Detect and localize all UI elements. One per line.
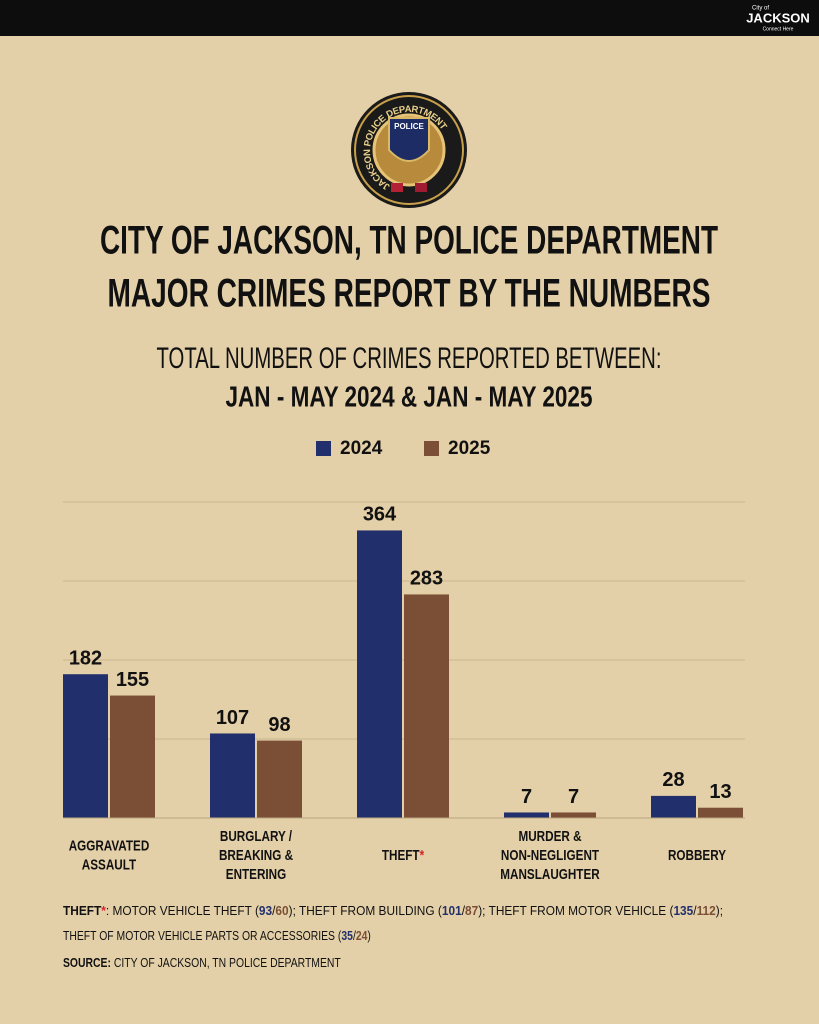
footnote-value: 101 [442,903,462,918]
footnote-value: 87 [465,903,478,918]
value-label: 98 [268,714,290,736]
x-tick-label: MURDER & [518,828,581,845]
footnote-item: MOTOR VEHICLE THEFT [112,903,251,918]
subtitle-line: TOTAL NUMBER OF CRIMES REPORTED BETWEEN: [157,342,662,375]
footnote-item: THEFT FROM MOTOR VEHICLE [489,903,667,918]
footnote-line: THEFT OF MOTOR VEHICLE PARTS OR ACCESSOR… [63,928,371,943]
punct: ( [252,903,260,918]
value-label: 107 [216,707,249,729]
x-tick-label: ENTERING [226,866,286,883]
footnote-value: 135 [673,903,693,918]
badge-shield [388,117,430,162]
logo-tagline: Connect Here [763,26,794,32]
chart: 2024 2025 182 155 AGGRAVATED ASSAULT 107 98 BURG… [63,438,745,883]
footnote-value: 24 [356,928,368,943]
punct: / [272,903,276,918]
legend-swatch [316,441,331,456]
value-label: 155 [116,669,149,691]
subtitle-line: JAN - MAY 2024 & JAN - MAY 2025 [226,382,593,414]
footnote-marker: * [420,847,425,864]
top-bar [0,0,819,36]
footnote-item: THEFT OF MOTOR VEHICLE PARTS OR ACCESSOR… [63,928,335,943]
bar [110,695,155,818]
footnote-line: THEFT*: MOTOR VEHICLE THEFT (93/60); THE… [63,903,723,918]
value-label: 283 [410,568,443,590]
footnote-item: THEFT FROM BUILDING [299,903,435,918]
x-tick-label: ASSAULT [82,856,136,873]
badge: JACKSON POLICE DEPARTMENT POLICE [351,92,467,208]
punct: ); [289,903,299,918]
punct: ) [367,928,370,943]
value-label: 7 [568,786,579,808]
legend-label: 2025 [448,438,491,459]
bar [698,807,743,818]
badge-flag [415,183,427,192]
bar [257,740,302,818]
x-tick-label: BURGLARY / [220,828,293,845]
bar [551,812,596,818]
logo-name: JACKSON [746,10,810,25]
logo-small: City of [752,6,769,12]
footnote-value: 112 [697,903,716,918]
notes: THEFT*: MOTOR VEHICLE THEFT (93/60); THE… [63,903,723,970]
value-label: 28 [662,769,684,791]
bar [504,812,549,818]
value-label: 13 [709,781,731,803]
x-tick-label: MANSLAUGHTER [500,866,600,883]
punct: / [462,903,466,918]
punct: ); [478,903,488,918]
value-label: 7 [521,786,532,808]
punct: ( [666,903,674,918]
source-text: CITY OF JACKSON, TN POLICE DEPARTMENT [114,955,341,970]
source-line: SOURCE: CITY OF JACKSON, TN POLICE DEPAR… [63,955,341,970]
badge-flag [391,183,403,192]
punct: / [693,903,697,918]
badge-center: POLICE [394,122,424,131]
footnote-value: 60 [275,903,288,918]
footnote-label: THEFT [63,903,101,918]
x-tick-label: BREAKING & [219,847,293,864]
x-tick-label: ROBBERY [668,847,726,864]
footnote-marker: * [101,903,106,918]
value-label: 364 [363,504,397,526]
legend-label: 2024 [340,438,383,459]
x-tick-label: NON-NEGLIGENT [501,847,599,864]
footnote-value: 93 [259,903,272,918]
legend-swatch [424,441,439,456]
title-line: MAJOR CRIMES REPORT BY THE NUMBERS [108,272,711,316]
punct: ); [716,903,723,918]
bar [210,733,255,818]
title-line: CITY OF JACKSON, TN POLICE DEPARTMENT [100,219,718,263]
bar [63,674,108,818]
value-label: 182 [69,648,102,670]
badge-ring [354,95,464,205]
punct: / [353,928,356,943]
source-label: SOURCE: [63,955,111,970]
punct: : [106,903,113,918]
punct: ( [335,928,342,943]
bar [651,795,696,818]
bar [404,594,449,818]
punct: ( [435,903,443,918]
x-tick-label: THEFT* [382,847,424,864]
x-tick-label: AGGRAVATED [69,837,150,854]
footnote-value: 35 [341,928,353,943]
bar [357,530,402,818]
